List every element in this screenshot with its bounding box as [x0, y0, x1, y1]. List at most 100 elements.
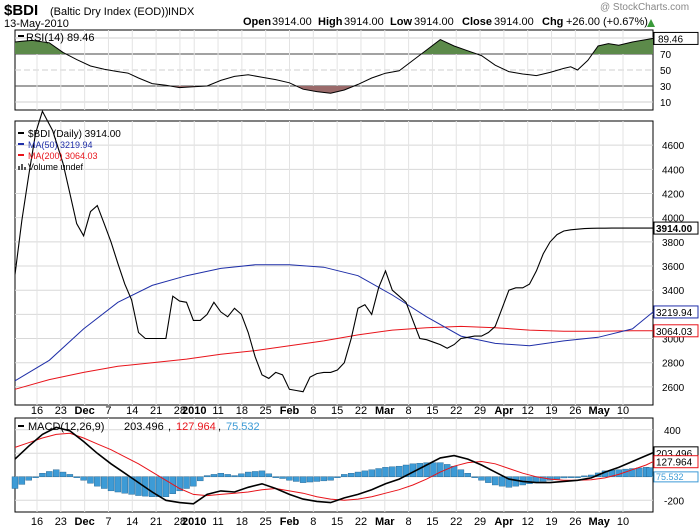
x-tick-label: 29: [474, 405, 486, 417]
macd-histogram-bar: [636, 467, 643, 477]
macd-histogram-bar: [581, 475, 588, 478]
price-legend-swatch: [18, 132, 24, 134]
macd-histogram-bar: [245, 471, 252, 477]
price-tick-label: 2800: [662, 359, 685, 370]
price-tick-label: 3000: [662, 335, 685, 346]
macd-histogram-bar: [197, 476, 204, 482]
x-tick-label-bottom: 10: [617, 516, 629, 528]
x-tick-label-bottom: 22: [355, 516, 367, 528]
macd-histogram-bar: [251, 471, 259, 477]
macd-histogram-bar: [320, 476, 327, 482]
macd-histogram-bar: [73, 476, 80, 478]
macd-legend-value: 203.496: [124, 421, 164, 433]
x-tick-label: Apr: [494, 405, 514, 417]
x-tick-label: 26: [569, 405, 581, 417]
ma50-value-badge-text: 3219.94: [656, 308, 693, 319]
macd-histogram-bar: [457, 469, 465, 477]
rsi-overbought-fill: [15, 38, 653, 54]
ma200-legend-swatch: [18, 154, 24, 156]
x-tick-label-bottom: 2010: [182, 516, 206, 528]
macd-histogram-bar: [169, 476, 176, 494]
price-tick-label: 4000: [662, 214, 685, 225]
x-tick-label: 28: [174, 405, 186, 417]
x-tick-label-bottom: 22: [450, 516, 462, 528]
x-tick-label-bottom: 12: [522, 516, 534, 528]
x-tick-label-bottom: 14: [126, 516, 138, 528]
x-tick-label-bottom: 21: [150, 516, 162, 528]
x-tick-label-bottom: 23: [55, 516, 67, 528]
x-tick-label: 19: [545, 405, 557, 417]
macd-histogram-bar: [231, 475, 238, 477]
x-tick-label-bottom: 29: [474, 516, 486, 528]
rsi-tick-label: 50: [660, 66, 672, 77]
macd-histogram-bar: [224, 474, 231, 477]
macd-histogram-bar: [210, 474, 218, 477]
macd-histogram-bar: [128, 476, 135, 495]
x-tick-label: 12: [522, 405, 534, 417]
macd-histogram-bar: [59, 471, 67, 477]
macd-histogram-bar: [437, 462, 444, 477]
close-label: Close: [462, 16, 492, 28]
x-tick-label: 22: [355, 405, 367, 417]
low-label: Low: [390, 16, 412, 28]
ma200-legend: MA(200) 3064.03: [28, 151, 98, 161]
ma50-line: [14, 264, 654, 382]
macd-histogram-bar: [327, 476, 334, 481]
x-tick-label: 2010: [182, 405, 206, 417]
x-tick-label: 16: [31, 405, 43, 417]
macd-histogram-bar: [361, 470, 369, 477]
rsi-tick-label: 70: [660, 50, 672, 61]
macd-histogram-bar: [567, 476, 574, 478]
macd-panel: [14, 417, 654, 513]
x-tick-label-bottom: 26: [569, 516, 581, 528]
x-tick-label: 11: [212, 405, 223, 417]
up-arrow-icon: [647, 19, 655, 27]
macd-histogram-bar: [306, 476, 314, 483]
low-value: 3914.00: [414, 16, 454, 28]
macd-histogram-bar: [100, 476, 108, 489]
macd-value-badge-text: 203.496: [656, 449, 693, 460]
ma50-value-badge: [653, 305, 699, 319]
macd-histogram-bar: [478, 476, 485, 481]
price-line: [14, 109, 653, 393]
rsi-line: [14, 37, 654, 94]
x-tick-label: May: [588, 405, 610, 417]
price-tick-label: 4200: [662, 190, 685, 201]
macd-histogram-bar: [389, 466, 396, 477]
macd-histogram-bar: [341, 474, 348, 477]
chart-exchange: INDX: [168, 6, 195, 18]
x-tick-label-bottom: 7: [105, 516, 111, 528]
x-tick-label: 23: [55, 405, 67, 417]
macd-histogram-bar: [135, 476, 142, 496]
ma50-legend: MA(50) 3219.94: [28, 140, 93, 150]
macd-histogram-bar: [286, 476, 293, 481]
macd-histogram-bar: [395, 465, 403, 477]
macd-histogram-bar: [299, 476, 307, 483]
rsi-legend-swatch: [18, 35, 24, 37]
macd-histogram-bar: [540, 476, 547, 482]
macd-histogram-bar: [553, 476, 561, 480]
x-tick-label-bottom: 19: [545, 516, 557, 528]
x-tick-label-bottom: 8: [406, 516, 412, 528]
x-tick-label-bottom: 15: [331, 516, 343, 528]
macd-legend-swatch: [18, 425, 24, 427]
x-tick-label: Mar: [375, 405, 395, 417]
watermark: @ StockCharts.com: [600, 2, 689, 13]
x-tick-label: 18: [236, 405, 248, 417]
x-tick-label-bottom: 15: [426, 516, 438, 528]
macd-histogram-bar: [423, 462, 430, 477]
chg-value: +26.00 (+0.67%): [566, 16, 648, 28]
rsi-oversold-fill: [15, 86, 653, 94]
macd-histogram-bar: [526, 476, 533, 485]
open-value: 3914.00: [272, 16, 312, 28]
macd-histogram-bar: [25, 476, 32, 481]
macd-histogram-bar: [87, 476, 94, 484]
ma200-value-badge: [653, 324, 699, 338]
rsi-value-badge-text: 89.46: [658, 34, 683, 45]
x-tick-label-bottom: 28: [174, 516, 186, 528]
macd-histogram-bar: [450, 465, 458, 477]
macd-histogram-bar: [11, 476, 19, 489]
macd-histogram-bar: [430, 462, 437, 477]
signal-value-badge: [653, 455, 699, 469]
